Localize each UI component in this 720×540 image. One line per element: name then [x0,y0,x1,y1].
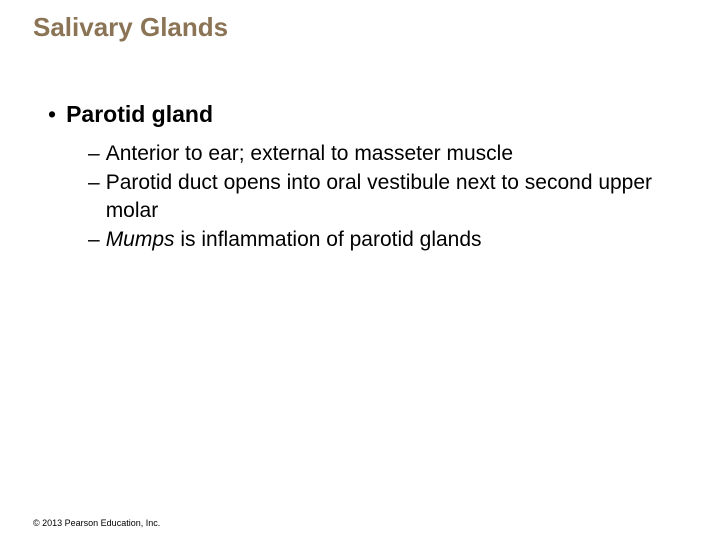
sub-item-2: – Parotid duct opens into oral vestibule… [30,169,690,224]
bullet-marker: • [48,101,56,128]
content-area: • Parotid gland – Anterior to ear; exter… [0,43,720,253]
dash-marker: – [88,142,100,166]
bullet-item-1: • Parotid gland [30,101,690,128]
sub-text-1: Anterior to ear; external to masseter mu… [106,140,513,167]
italic-term: Mumps [106,228,175,251]
dash-marker: – [88,171,100,195]
slide-title: Salivary Glands [0,0,720,43]
dash-marker: – [88,228,100,252]
copyright-text: © 2013 Pearson Education, Inc. [33,518,160,528]
sub-text-3-rest: is inflammation of parotid glands [175,228,482,251]
sub-text-2: Parotid duct opens into oral vestibule n… [106,169,690,224]
sub-text-3: Mumps is inflammation of parotid glands [106,226,482,253]
sub-item-3: – Mumps is inflammation of parotid gland… [30,226,690,253]
sub-item-1: – Anterior to ear; external to masseter … [30,140,690,167]
heading-text: Parotid gland [66,101,213,128]
